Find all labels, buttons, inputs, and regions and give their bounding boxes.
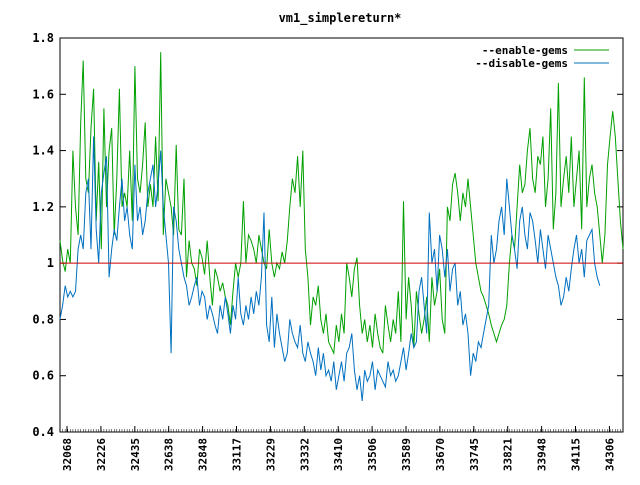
x-tick-label: 32068	[61, 438, 74, 471]
series-line-enable-gems	[59, 52, 624, 356]
chart-title: vm1_simplereturn*	[279, 11, 402, 26]
legend-label: --disable-gems	[475, 57, 568, 70]
y-tick-label: 1.4	[32, 144, 54, 158]
x-tick-label: 33670	[434, 438, 447, 471]
x-tick-label: 33117	[231, 438, 244, 471]
y-tick-label: 1.2	[32, 200, 54, 214]
x-tick-label: 33821	[502, 438, 515, 471]
y-tick-label: 0.6	[32, 369, 54, 383]
x-tick-label: 34306	[603, 438, 616, 471]
plot-frame	[59, 37, 624, 433]
x-tick-label: 33410	[332, 438, 345, 471]
series-line-disable-gems	[59, 136, 601, 402]
x-tick-label: 34115	[570, 438, 583, 471]
y-tick-label: 0.4	[32, 425, 54, 439]
x-tick-label: 32848	[197, 438, 210, 471]
series-lines	[59, 52, 624, 402]
y-tick-label: 1.8	[32, 31, 54, 45]
x-tick-label: 33948	[536, 438, 549, 471]
x-tick-label: 32226	[95, 438, 108, 471]
x-tick-label: 32435	[129, 438, 142, 471]
legend-label: --enable-gems	[482, 44, 568, 57]
legend: --enable-gems--disable-gems	[475, 44, 609, 70]
x-tick-label: 33745	[468, 438, 481, 471]
y-tick-label: 1	[47, 256, 54, 270]
y-tick-label: 1.6	[32, 87, 54, 101]
x-tick-label: 32638	[163, 438, 176, 471]
y-tick-label: 0.8	[32, 312, 54, 326]
x-tick-label: 33506	[366, 438, 379, 471]
x-tick-label: 33332	[298, 438, 311, 471]
x-tick-label: 33589	[400, 438, 413, 471]
x-axis: 32068 32226 32435 32638 32848 33117 33229 33332…	[59, 426, 624, 471]
x-tick-label: 33229	[264, 438, 277, 471]
